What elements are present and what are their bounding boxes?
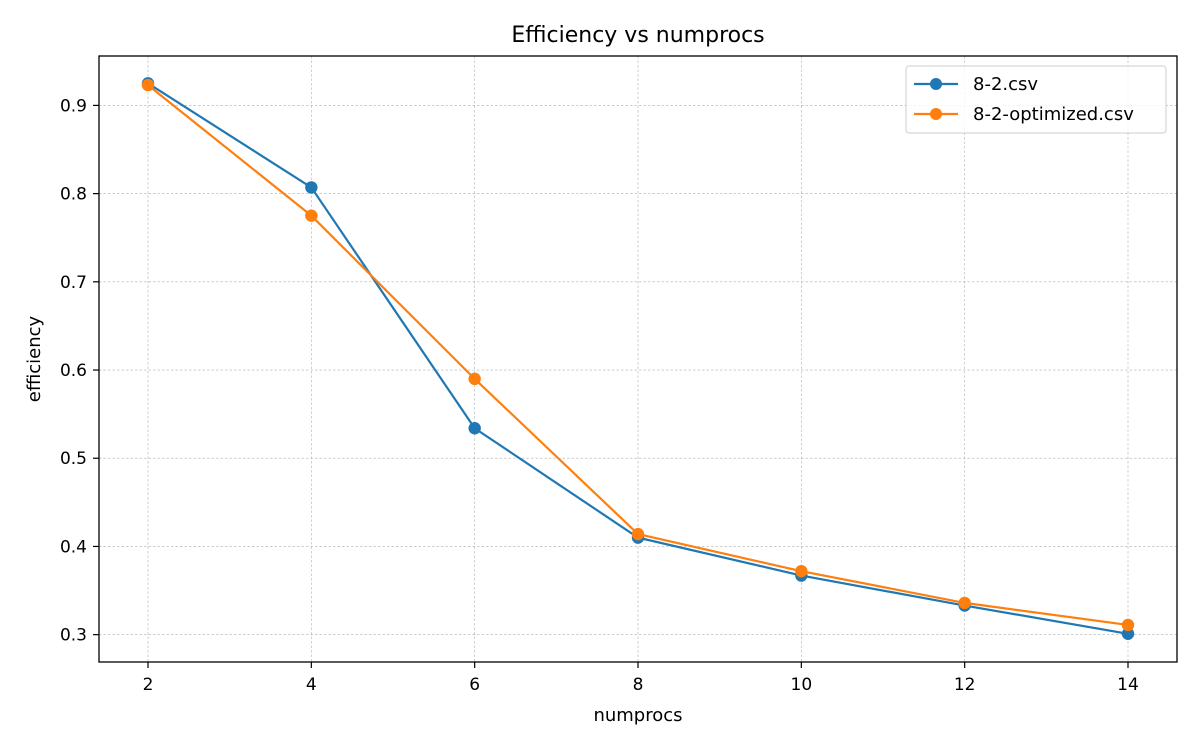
x-axis-label: numprocs <box>593 705 682 726</box>
data-point-1 <box>468 372 481 386</box>
data-point-1 <box>795 564 808 578</box>
y-tick-label: 0.5 <box>60 449 87 469</box>
legend-marker-1 <box>930 108 942 120</box>
axis-ticks: 2 4 6 8 10 12 14 0.3 0.4 0.5 0.6 0.7 0.8 0.9 <box>60 96 1139 695</box>
data-point-1 <box>305 209 318 222</box>
legend-label-0: 8-2.csv <box>973 74 1038 95</box>
x-tick-label: 12 <box>954 675 976 695</box>
x-tick-label: 14 <box>1117 675 1139 695</box>
y-tick-label: 0.6 <box>60 361 87 381</box>
legend-entry-1: 8-2-optimized.csv <box>914 104 1134 125</box>
data-point-1 <box>958 596 971 610</box>
x-tick-label: 4 <box>306 675 317 695</box>
data-point-0 <box>468 422 481 435</box>
data-point-0 <box>1121 627 1135 640</box>
x-tick-label: 8 <box>633 675 644 695</box>
data-point-1 <box>631 527 645 541</box>
series-layer <box>141 77 1135 640</box>
x-tick-label: 2 <box>143 675 154 695</box>
x-tick-label: 10 <box>791 675 813 695</box>
y-tick-label: 0.7 <box>60 273 87 293</box>
legend-label-1: 8-2-optimized.csv <box>973 104 1134 125</box>
legend: 8-2.csv 8-2-optimized.csv <box>905 65 1167 134</box>
legend-entry-0: 8-2.csv <box>914 74 1038 95</box>
y-tick-label: 0.9 <box>60 96 87 116</box>
y-axis-label: efficiency <box>24 315 45 402</box>
y-tick-label: 0.3 <box>60 626 87 646</box>
chart-title: Efficiency vs numprocs <box>511 23 764 48</box>
data-point-1 <box>141 78 155 92</box>
legend-marker-0 <box>930 78 942 90</box>
data-point-0 <box>305 181 318 194</box>
data-point-1 <box>1121 618 1135 632</box>
legend-box <box>905 65 1167 134</box>
x-tick-label: 6 <box>469 675 480 695</box>
y-tick-label: 0.8 <box>60 185 87 205</box>
grid-lines <box>99 56 1177 662</box>
y-tick-label: 0.4 <box>60 537 87 557</box>
